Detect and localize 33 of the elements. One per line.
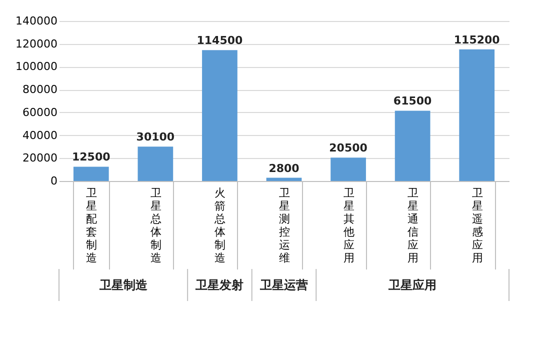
y-tick-label: 140000: [16, 14, 58, 28]
bar: [202, 50, 238, 181]
data-label: 30100: [136, 130, 175, 144]
data-label: 12500: [72, 150, 111, 164]
y-tick-label: 20000: [22, 152, 58, 165]
data-label: 61500: [393, 94, 432, 108]
data-label: 115200: [454, 33, 500, 46]
bar: [266, 178, 302, 181]
y-tick-label: 60000: [22, 106, 58, 119]
text: 卫星运营: [259, 278, 308, 292]
text: 卫星应用: [388, 278, 437, 292]
data-label: 2800: [268, 162, 300, 175]
bar: [459, 49, 495, 181]
bar: [73, 166, 109, 181]
x-tick-label: 火箭总体制造: [214, 186, 226, 264]
y-tick-label: 120000: [16, 37, 58, 50]
y-tick-label: 40000: [22, 128, 58, 142]
x-tick-label: 卫星总体制造: [149, 186, 162, 264]
bar: [138, 146, 174, 181]
data-label: 114500: [196, 34, 244, 48]
x-tick-label: 卫星通信应用: [408, 186, 419, 264]
bar: [330, 158, 366, 181]
y-tick-label: 80000: [22, 83, 58, 96]
text: 卫星发射: [194, 278, 244, 292]
x-tick-label: 卫星遥感应用: [472, 186, 483, 264]
y-tick-label: 0: [50, 174, 58, 188]
x-tick-label: 卫星其他应用: [343, 186, 354, 264]
data-label: 20500: [329, 142, 368, 155]
text: 卫星制造: [98, 278, 148, 292]
x-tick-label: 卫星配套制造: [86, 186, 98, 264]
bar: [394, 110, 430, 181]
x-tick-label: 卫星测控运维: [279, 186, 290, 264]
y-tick-label: 100000: [16, 60, 58, 74]
